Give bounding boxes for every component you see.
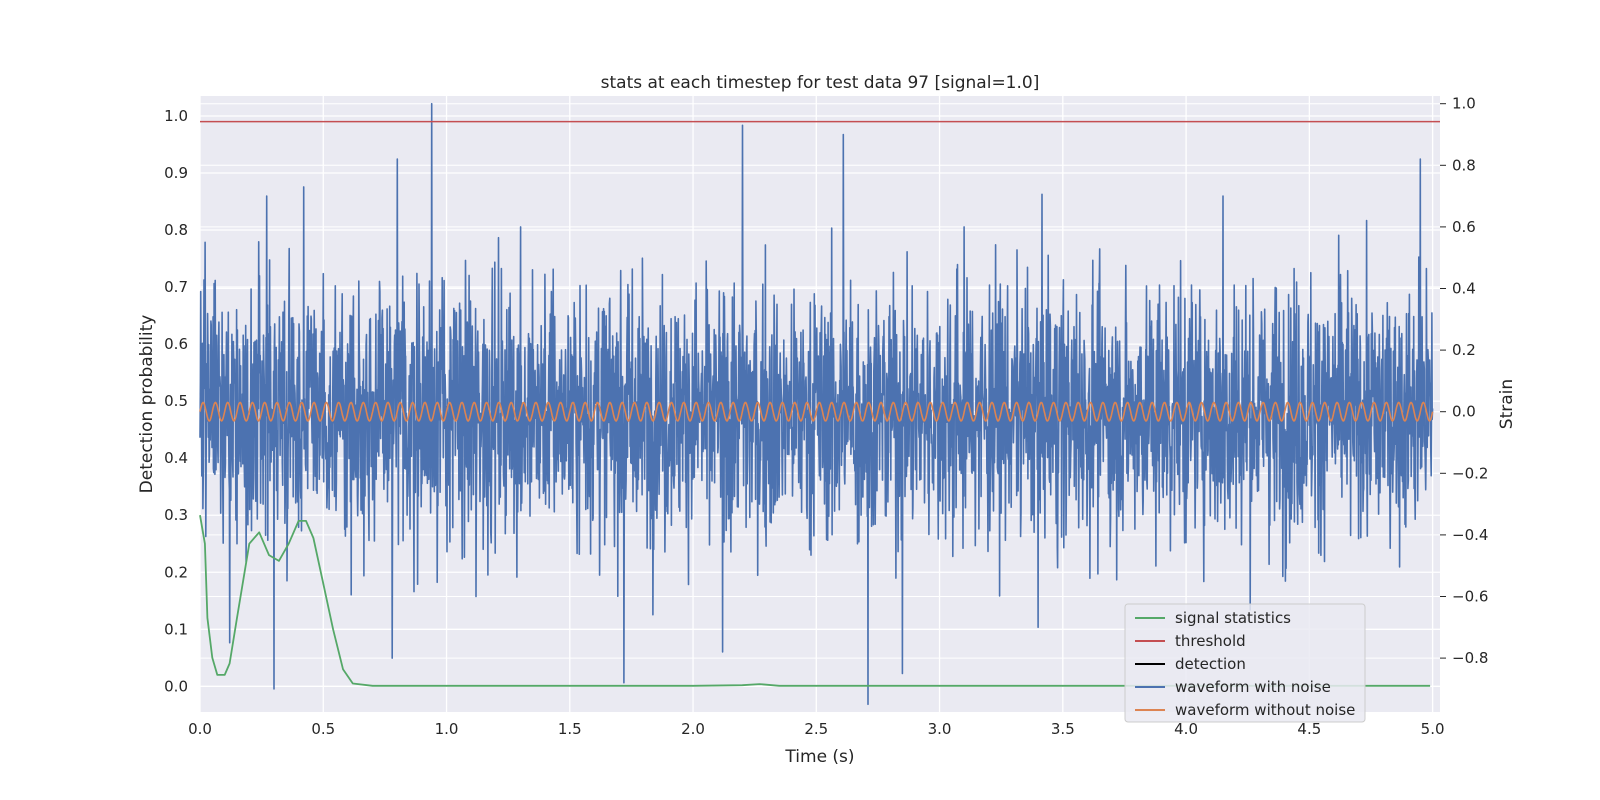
- legend-label: waveform without noise: [1175, 701, 1355, 719]
- x-tick-label: 5.0: [1421, 720, 1445, 738]
- x-tick-label: 1.0: [435, 720, 459, 738]
- y-tick-label: 0.5: [164, 392, 188, 410]
- y-right-tick-label: 0.8: [1452, 156, 1476, 174]
- y-tick-label: 0.6: [164, 335, 188, 353]
- x-tick-label: 4.0: [1174, 720, 1198, 738]
- series-waveform-without-noise: [199, 401, 1434, 422]
- legend: signal statistics threshold detection wavef…: [1124, 603, 1366, 723]
- y-right-axis-ticks: −0.8 −0.6 −0.4 −0.2 0.0 0.2 0.4 0.6 0.8 1.0: [1440, 95, 1488, 667]
- x-axis-label: Time (s): [784, 747, 854, 767]
- y-tick-label: 1.0: [164, 107, 188, 125]
- y-right-axis-label: Strain: [1497, 379, 1517, 429]
- x-tick-label: 3.5: [1051, 720, 1075, 738]
- y-tick-label: 0.8: [164, 221, 188, 239]
- y-tick-label: 0.4: [164, 449, 188, 467]
- y-tick-label: 0.9: [164, 164, 188, 182]
- y-tick-label: 0.7: [164, 278, 188, 296]
- legend-label: signal statistics: [1175, 609, 1291, 627]
- x-tick-label: 0.0: [188, 720, 212, 738]
- x-tick-label: 2.5: [804, 720, 828, 738]
- legend-box: [1124, 603, 1366, 723]
- y-right-tick-label: 1.0: [1452, 95, 1476, 113]
- series-layer: [199, 102, 1440, 706]
- x-tick-label: 3.0: [928, 720, 952, 738]
- y-tick-label: 0.1: [164, 620, 188, 638]
- legend-label: detection: [1175, 655, 1246, 673]
- y-right-tick-label: −0.4: [1452, 526, 1488, 544]
- legend-label: waveform with noise: [1175, 678, 1331, 696]
- x-tick-label: 2.0: [681, 720, 705, 738]
- series-waveform-with-noise: [199, 102, 1434, 706]
- y-tick-label: 0.0: [164, 677, 188, 695]
- y-right-tick-label: −0.2: [1452, 464, 1488, 482]
- x-axis-ticks: 0.0 0.5 1.0 1.5 2.0 2.5 3.0 3.5 4.0 4.5 5.0: [188, 720, 1444, 738]
- chart-title: stats at each timestep for test data 97 …: [601, 73, 1040, 93]
- y-tick-label: 0.3: [164, 506, 188, 524]
- series-signal-statistics: [199, 515, 1431, 687]
- y-axis-label: Detection probability: [137, 315, 157, 494]
- y-axis-ticks: 0.0 0.1 0.2 0.3 0.4 0.5 0.6 0.7 0.8 0.9 1.0: [164, 107, 188, 695]
- y-right-tick-label: −0.8: [1452, 649, 1488, 667]
- y-right-tick-label: 0.2: [1452, 341, 1476, 359]
- y-right-tick-label: 0.4: [1452, 280, 1476, 298]
- y-right-tick-label: −0.6: [1452, 588, 1488, 606]
- y-right-tick-label: 0.6: [1452, 218, 1476, 236]
- legend-label: threshold: [1175, 632, 1246, 650]
- x-tick-label: 1.5: [558, 720, 582, 738]
- y-right-tick-label: 0.0: [1452, 403, 1476, 421]
- y-tick-label: 0.2: [164, 563, 188, 581]
- x-tick-label: 4.5: [1297, 720, 1321, 738]
- x-tick-label: 0.5: [311, 720, 335, 738]
